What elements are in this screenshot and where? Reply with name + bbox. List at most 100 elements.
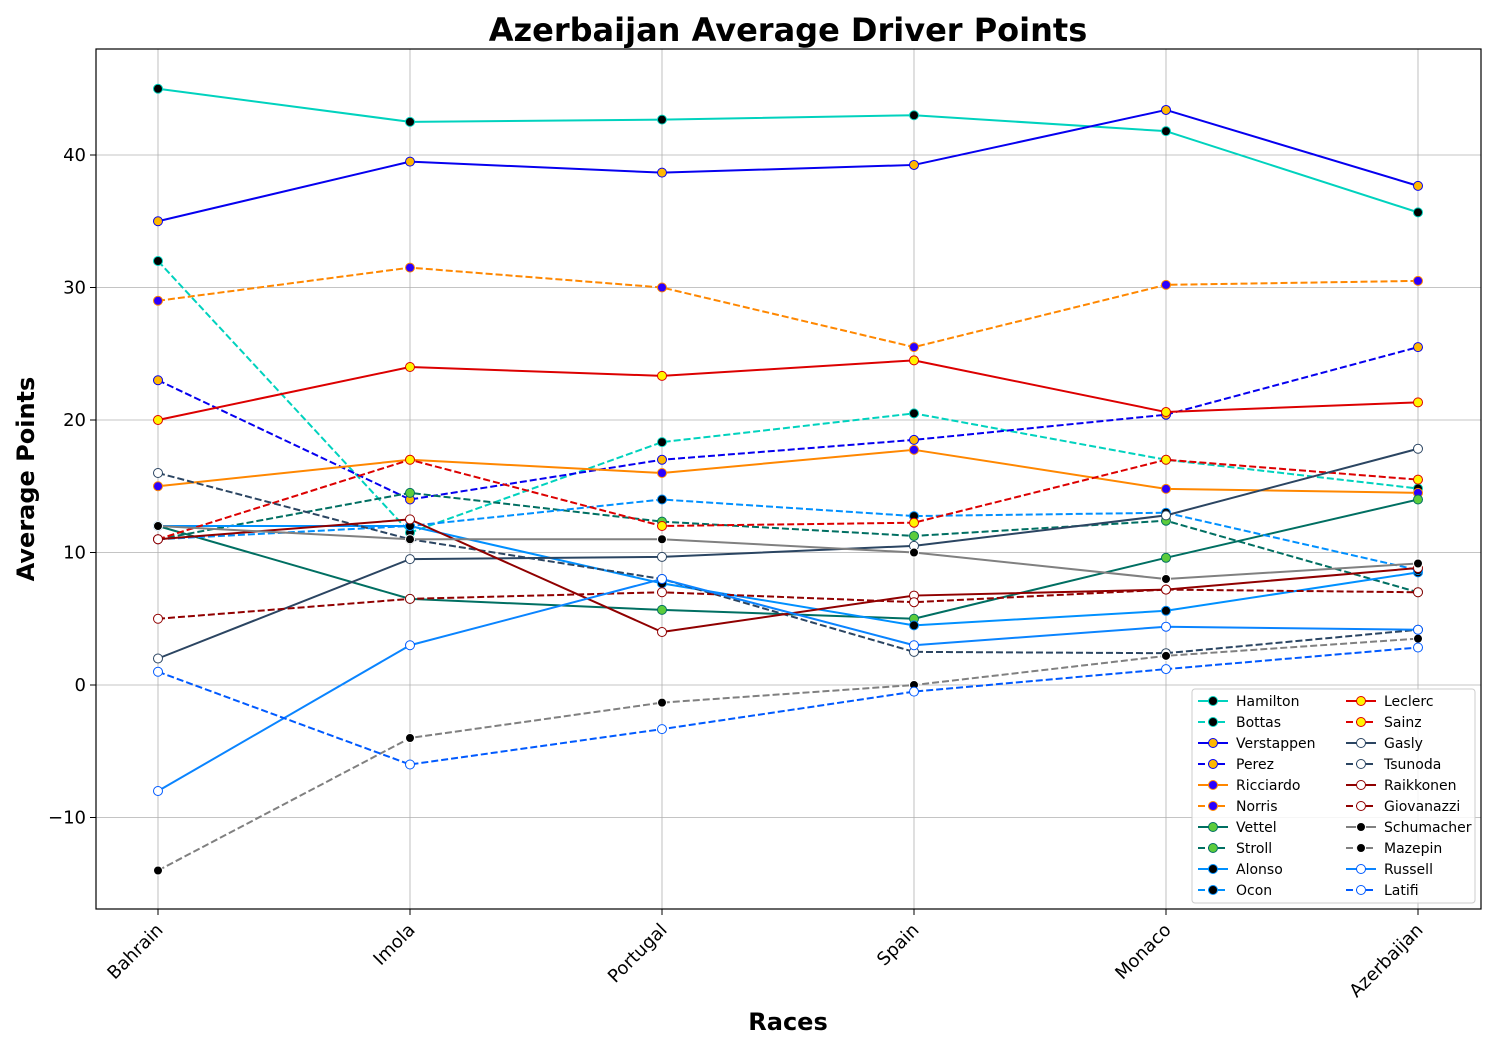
legend-item-vettel: Vettel [1198,820,1277,836]
y-tick-label: 40 [63,145,86,166]
data-point-latifi [1161,664,1171,675]
data-point-hamilton [405,116,415,127]
data-point-perez [153,375,163,386]
data-point-sainz [909,517,919,528]
legend-marker [1356,843,1366,853]
legend-marker [1356,780,1366,790]
data-point-mazepin [1413,633,1423,644]
legend-item-hamilton: Hamilton [1198,694,1299,710]
data-point-bottas [909,408,919,419]
legend-label: Hamilton [1236,694,1299,710]
data-point-ricciardo [909,444,919,455]
x-axis-label: Races [748,1008,827,1036]
legend-label: Ocon [1236,883,1272,899]
data-point-schumacher [1161,574,1171,584]
data-point-verstappen [909,159,919,170]
legend-marker [1356,864,1366,874]
data-point-leclerc [405,362,415,372]
data-point-latifi [657,724,667,735]
series-schumacher [153,521,1423,584]
legend-label: Sainz [1384,715,1422,731]
legend-item-tsunoda: Tsunoda [1346,757,1441,773]
series-norris [153,262,1423,353]
data-point-giovanazzi [657,587,667,598]
legend-marker [1356,717,1366,727]
legend-label: Latifi [1384,883,1419,899]
data-point-mazepin [405,733,415,743]
y-axis-label: Average Points [12,377,40,582]
legend-marker [1356,885,1366,895]
legend-item-leclerc: Leclerc [1346,694,1434,710]
series-line-ricciardo [157,448,1419,494]
series-line-russell [157,578,1419,792]
legend-item-norris: Norris [1198,799,1278,815]
legend-item-stroll: Stroll [1198,841,1272,857]
series-giovanazzi [153,584,1423,624]
legend-item-bottas: Bottas [1198,715,1281,731]
data-point-leclerc [909,355,919,366]
legend-item-schumacher: Schumacher [1346,820,1472,836]
data-point-verstappen [405,156,415,167]
data-point-bottas [657,437,667,448]
legend-item-sainz: Sainz [1346,715,1422,731]
y-tick-label: 0 [75,675,86,696]
legend-item-raikkonen: Raikkonen [1346,778,1457,794]
series-line-tsunoda [157,472,1419,655]
legend-item-giovanazzi: Giovanazzi [1346,799,1460,815]
legend-marker [1208,885,1218,895]
data-point-raikkonen [153,534,163,545]
data-point-schumacher [405,534,415,545]
series-line-bottas [157,260,1419,534]
legend-marker [1356,696,1366,706]
legend-item-latifi: Latifi [1346,883,1419,899]
data-point-leclerc [1161,407,1171,418]
series-ricciardo [153,444,1423,498]
legend-label: Perez [1236,757,1274,773]
data-point-latifi [1413,642,1423,653]
series-line-alonso [158,525,1419,627]
legend: Hamilton Bottas Verstappen Perez Ricciardo No… [1191,688,1476,904]
series-line-norris [157,266,1419,349]
data-point-norris [909,342,919,353]
data-point-perez [657,454,667,465]
series-line-schumacher [157,525,1419,580]
y-tick-label: 10 [63,543,86,564]
y-tick-label: 30 [63,278,86,299]
y-tick-label: 20 [63,410,86,431]
legend-item-ricciardo: Ricciardo [1198,778,1300,794]
data-point-sainz [1413,474,1423,485]
data-point-mazepin [153,865,163,876]
data-point-vettel [1413,494,1423,505]
series-lines [153,83,1423,876]
data-point-russell [153,786,163,796]
data-point-giovanazzi [1161,584,1171,595]
data-point-verstappen [153,216,163,227]
legend-label: Alonso [1236,862,1283,878]
series-verstappen [153,104,1423,227]
legend-marker [1208,717,1218,727]
data-point-bottas [153,256,163,266]
data-point-leclerc [153,415,163,425]
data-point-schumacher [657,534,667,545]
legend-label: Leclerc [1384,694,1434,710]
data-point-mazepin [1161,650,1171,661]
data-point-norris [1413,275,1423,286]
x-tick-label: Azerbaijan [1345,920,1427,1002]
series-russell [153,574,1423,796]
legend-label: Bottas [1236,715,1281,731]
data-point-vettel [1161,552,1171,563]
series-line-perez [157,346,1419,501]
legend-label: Stroll [1236,841,1272,857]
series-line-gasly [157,447,1419,660]
legend-item-verstappen: Verstappen [1198,736,1315,752]
data-point-hamilton [1413,207,1423,218]
x-tick-label: Portugal [604,920,672,988]
data-point-ricciardo [657,468,667,478]
data-point-gasly [657,551,667,562]
data-point-russell [657,574,667,584]
data-point-hamilton [909,110,919,121]
data-point-norris [657,282,667,293]
data-point-stroll [405,487,415,498]
data-point-schumacher [909,547,919,558]
